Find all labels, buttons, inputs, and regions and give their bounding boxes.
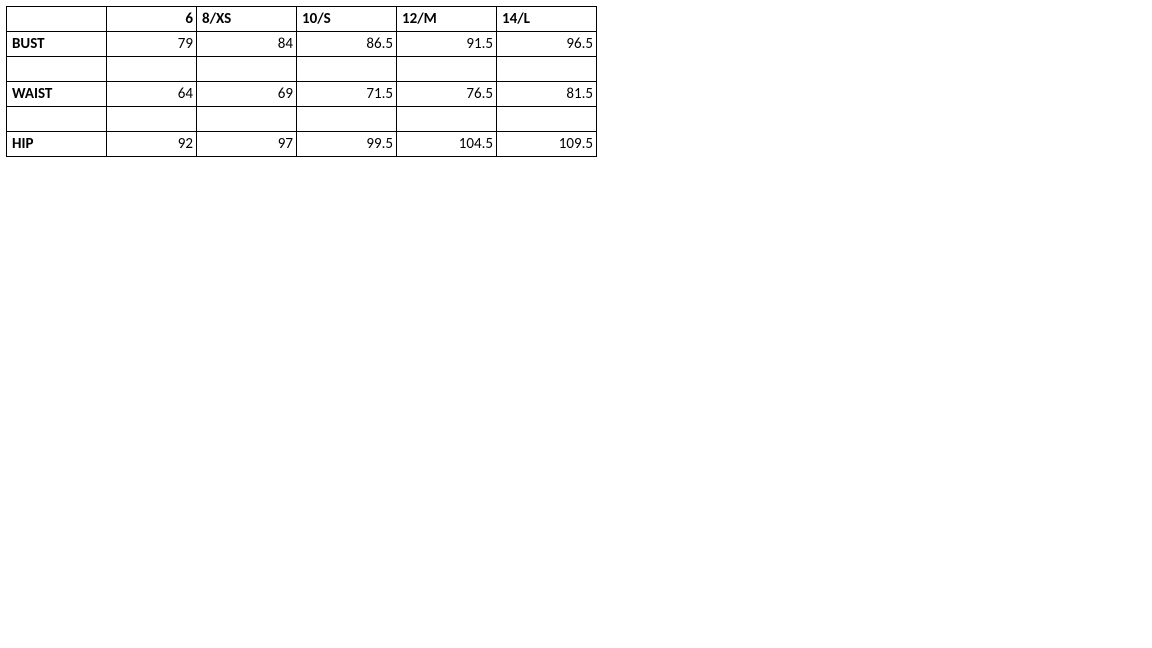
header-size-14l: 14/L bbox=[497, 7, 597, 32]
spacer-cell bbox=[107, 107, 197, 132]
cell-hip-12m: 104.5 bbox=[397, 132, 497, 157]
table-row: WAIST 64 69 71.5 76.5 81.5 bbox=[7, 82, 597, 107]
cell-waist-10s: 71.5 bbox=[297, 82, 397, 107]
cell-hip-6: 92 bbox=[107, 132, 197, 157]
spacer-cell bbox=[107, 57, 197, 82]
spacer-cell bbox=[7, 57, 107, 82]
cell-waist-8xs: 69 bbox=[197, 82, 297, 107]
cell-bust-10s: 86.5 bbox=[297, 32, 397, 57]
spacer-cell bbox=[497, 107, 597, 132]
spacer-cell bbox=[497, 57, 597, 82]
cell-bust-12m: 91.5 bbox=[397, 32, 497, 57]
table-row: HIP 92 97 99.5 104.5 109.5 bbox=[7, 132, 597, 157]
row-label-hip: HIP bbox=[7, 132, 107, 157]
table-row: BUST 79 84 86.5 91.5 96.5 bbox=[7, 32, 597, 57]
cell-bust-8xs: 84 bbox=[197, 32, 297, 57]
spacer-cell bbox=[7, 107, 107, 132]
cell-bust-14l: 96.5 bbox=[497, 32, 597, 57]
header-size-10s: 10/S bbox=[297, 7, 397, 32]
cell-hip-10s: 99.5 bbox=[297, 132, 397, 157]
cell-bust-6: 79 bbox=[107, 32, 197, 57]
header-size-6: 6 bbox=[107, 7, 197, 32]
table-header-row: 6 8/XS 10/S 12/M 14/L bbox=[7, 7, 597, 32]
spacer-cell bbox=[297, 57, 397, 82]
cell-waist-12m: 76.5 bbox=[397, 82, 497, 107]
size-chart-table: 6 8/XS 10/S 12/M 14/L BUST 79 84 86.5 91… bbox=[6, 6, 597, 157]
header-blank bbox=[7, 7, 107, 32]
cell-hip-14l: 109.5 bbox=[497, 132, 597, 157]
spacer-cell bbox=[197, 57, 297, 82]
row-label-bust: BUST bbox=[7, 32, 107, 57]
cell-hip-8xs: 97 bbox=[197, 132, 297, 157]
cell-waist-6: 64 bbox=[107, 82, 197, 107]
table-spacer-row bbox=[7, 57, 597, 82]
header-size-8xs: 8/XS bbox=[197, 7, 297, 32]
spacer-cell bbox=[397, 107, 497, 132]
table-spacer-row bbox=[7, 107, 597, 132]
spacer-cell bbox=[297, 107, 397, 132]
header-size-12m: 12/M bbox=[397, 7, 497, 32]
spacer-cell bbox=[397, 57, 497, 82]
row-label-waist: WAIST bbox=[7, 82, 107, 107]
spacer-cell bbox=[197, 107, 297, 132]
cell-waist-14l: 81.5 bbox=[497, 82, 597, 107]
